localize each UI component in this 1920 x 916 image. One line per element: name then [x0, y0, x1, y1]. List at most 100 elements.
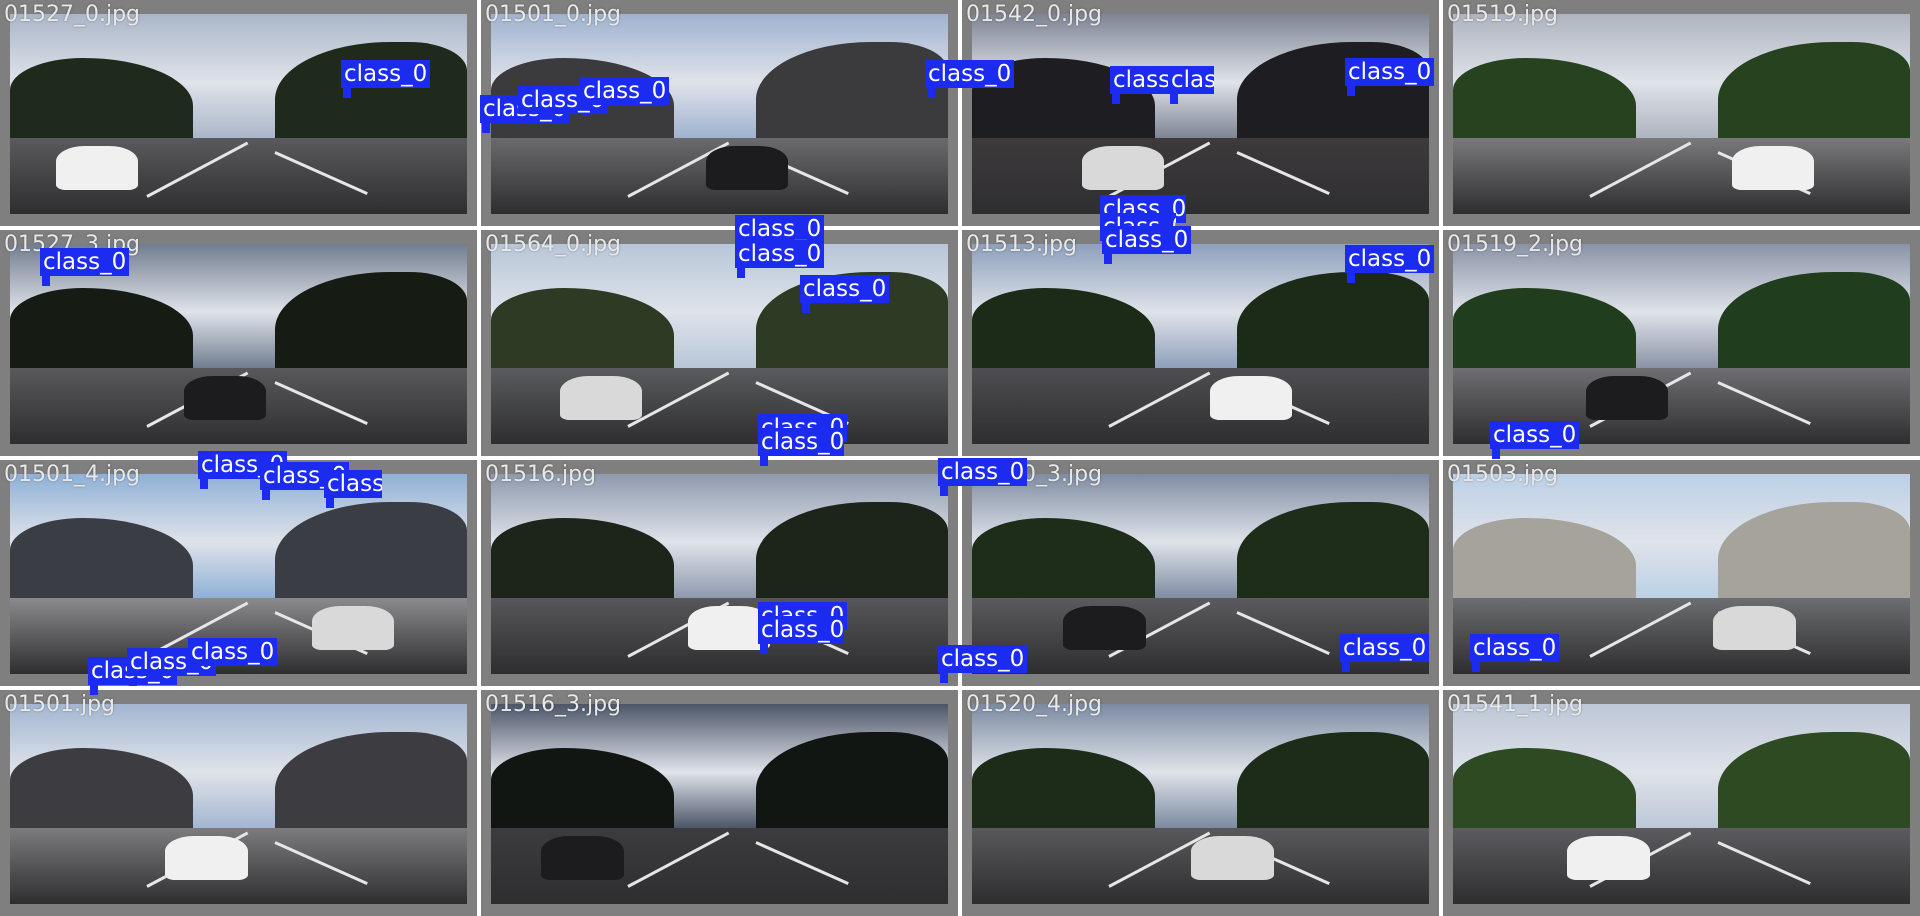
image-tile: 01519.jpg	[1443, 0, 1920, 226]
detection-box-marker	[343, 88, 351, 98]
street-photo	[491, 14, 948, 214]
image-tile: 01527_0.jpg	[0, 0, 477, 226]
detection-box-marker	[1170, 94, 1178, 104]
street-photo	[972, 474, 1429, 674]
image-filename: 01542_0.jpg	[966, 2, 1103, 27]
detection-label: class_0	[735, 215, 825, 243]
road-surface	[1453, 138, 1910, 214]
detection-label: class_0	[40, 248, 130, 276]
detection-box-marker	[262, 490, 270, 500]
road-surface	[972, 368, 1429, 444]
street-photo	[972, 704, 1429, 904]
street-photo	[972, 14, 1429, 214]
image-filename: 01501.jpg	[4, 692, 116, 717]
vehicle	[1585, 376, 1668, 420]
vehicle	[559, 376, 642, 420]
detection-box-marker	[927, 88, 935, 98]
detection-box-marker	[802, 303, 810, 313]
vehicle	[1713, 606, 1796, 650]
detection-box-marker	[1347, 273, 1355, 283]
vehicle	[1191, 836, 1274, 880]
detection-box-marker	[1492, 449, 1500, 459]
image-filename: 01541_1.jpg	[1447, 692, 1584, 717]
image-filename: 01513.jpg	[966, 232, 1078, 257]
street-photo	[1453, 244, 1910, 444]
image-filename: 01501_0.jpg	[485, 2, 622, 27]
image-tile: 01516_3.jpg	[481, 690, 958, 916]
street-photo	[10, 704, 467, 904]
vehicle	[1063, 606, 1146, 650]
image-tile: 01519_2.jpg	[1443, 230, 1920, 456]
image-tile: 01501.jpg	[0, 690, 477, 916]
detection-label: class_0	[925, 60, 1015, 88]
image-tile: 01542_0.jpg	[962, 0, 1439, 226]
image-filename: 01516.jpg	[485, 462, 597, 487]
detection-label: class_0	[188, 638, 278, 666]
detection-box-marker	[42, 276, 50, 286]
detection-box-marker	[1472, 662, 1480, 672]
street-photo	[1453, 474, 1910, 674]
detection-box-marker	[1347, 86, 1355, 96]
detection-label: class_0	[324, 470, 382, 498]
detection-label: class_0	[758, 616, 844, 644]
vehicle	[183, 376, 266, 420]
image-filename: 01503.jpg	[1447, 462, 1559, 487]
road-surface	[972, 138, 1429, 214]
detection-label: class_0	[1340, 634, 1430, 662]
vehicle	[1567, 836, 1650, 880]
vehicle	[541, 836, 624, 880]
street-photo	[491, 244, 948, 444]
detection-box-marker	[1342, 662, 1350, 672]
image-filename: 01519.jpg	[1447, 2, 1559, 27]
detection-label: class_0	[580, 77, 670, 105]
detection-box-marker	[326, 498, 334, 508]
detection-label: class_0	[938, 645, 1028, 673]
detection-box-marker	[90, 685, 98, 695]
detection-label: class_0	[758, 428, 844, 456]
street-photo	[491, 474, 948, 674]
detection-label: class_0	[1102, 226, 1192, 254]
vehicle	[165, 836, 248, 880]
vehicle	[687, 606, 770, 650]
detection-label: class_0	[1470, 634, 1560, 662]
image-tile: 01520_4.jpg	[962, 690, 1439, 916]
detection-box-marker	[737, 268, 745, 278]
detection-label: class_0	[1490, 421, 1580, 449]
vehicle	[55, 146, 138, 190]
detection-box-marker	[200, 479, 208, 489]
street-photo	[1453, 14, 1910, 214]
image-tile: 01541_1.jpg	[1443, 690, 1920, 916]
image-filename: 01516_3.jpg	[485, 692, 622, 717]
image-filename: 01527_0.jpg	[4, 2, 141, 27]
image-tile: 01564_0.jpg	[481, 230, 958, 456]
detection-box-marker	[1104, 254, 1112, 264]
detection-box-marker	[1112, 94, 1120, 104]
detection-label: class_0	[1345, 245, 1435, 273]
image-filename: 01564_0.jpg	[485, 232, 622, 257]
detection-label: class_0	[800, 275, 890, 303]
detection-label: class_0	[341, 60, 431, 88]
detection-label: class_0	[1168, 66, 1214, 94]
detection-box-marker	[940, 486, 948, 496]
street-photo	[972, 244, 1429, 444]
detection-box-marker	[482, 123, 490, 133]
vehicle	[311, 606, 394, 650]
image-filename: 01519_2.jpg	[1447, 232, 1584, 257]
street-photo	[10, 474, 467, 674]
road-surface	[1453, 828, 1910, 904]
detection-box-marker	[940, 673, 948, 683]
vehicle	[1081, 146, 1164, 190]
image-tile: 01516.jpg	[481, 460, 958, 686]
detection-label: class_0	[938, 458, 1028, 486]
detection-box-marker	[760, 456, 768, 466]
detection-label: class_0	[1345, 58, 1435, 86]
vehicle	[1209, 376, 1292, 420]
street-photo	[491, 704, 948, 904]
vehicle	[1731, 146, 1815, 190]
detection-box-marker	[760, 644, 768, 654]
street-photo	[1453, 704, 1910, 904]
street-photo	[10, 14, 467, 214]
detection-label: class_0	[735, 240, 825, 268]
image-filename: 01501_4.jpg	[4, 462, 141, 487]
